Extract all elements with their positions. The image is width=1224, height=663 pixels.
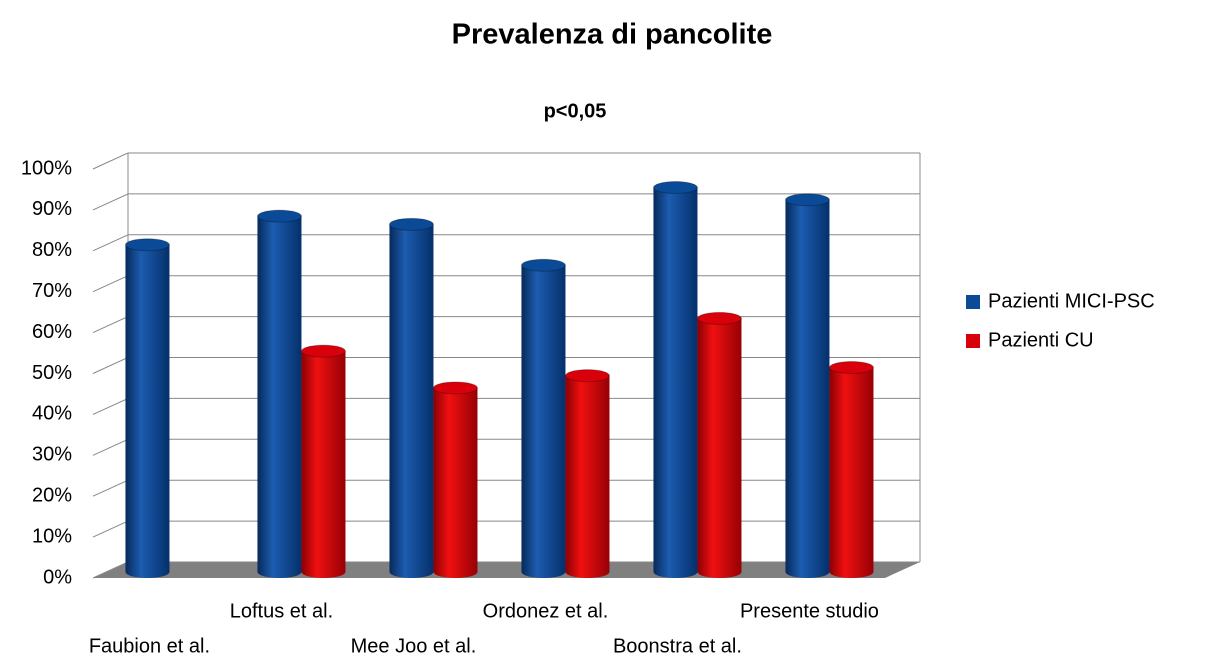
grid-line [92,193,129,211]
grid-line [92,275,129,293]
chart-subtitle: p<0,05 [544,100,607,122]
bar-top [432,381,478,395]
bar-top [300,344,346,358]
y-tick-label: 70% [32,280,72,302]
grid-line [92,561,129,579]
bar [257,216,302,573]
bar [565,375,610,572]
bar-top [564,369,610,383]
bar [521,265,566,572]
x-tick-label: Loftus et al. [230,600,333,622]
grid-line [92,316,129,334]
legend-swatch [966,334,980,348]
bar-top [652,181,698,195]
x-tick-label: Boonstra et al. [613,635,742,657]
x-tick-label: Presente studio [740,600,879,622]
legend-label: Pazienti MICI-PSC [988,290,1155,312]
bar-top [696,311,742,325]
grid-line [92,234,129,252]
grid-line [92,152,129,170]
y-tick-label: 60% [32,321,72,343]
legend-label: Pazienti CU [988,329,1094,351]
bar [301,351,346,572]
bar-top [124,238,170,252]
y-tick-label: 10% [32,525,72,547]
legend-swatch [966,295,980,309]
grid-line [92,479,129,497]
bar-top [520,258,566,272]
y-tick-label: 40% [32,403,72,425]
grid-line [92,520,129,538]
y-tick-label: 0% [43,566,72,588]
bar [433,387,478,572]
chart-title: Prevalenza di pancolite [452,19,773,51]
bar [653,187,698,573]
bar [389,224,434,572]
bar [785,199,830,572]
y-tick-label: 30% [32,444,72,466]
y-tick-label: 20% [32,484,72,506]
y-tick-label: 50% [32,362,72,384]
bar [829,367,874,572]
bar-top [784,193,830,207]
y-tick-label: 80% [32,239,72,261]
x-tick-label: Mee Joo et al. [351,635,477,657]
bar-top [256,209,302,223]
bar [125,244,170,573]
grid-line [92,357,129,374]
y-tick-label: 100% [21,157,72,179]
grid-line [92,397,129,415]
bar-top [828,361,874,374]
grid-line [92,438,129,456]
bar [697,318,742,572]
bar-top [388,217,434,231]
x-tick-label: Faubion et al. [89,635,210,657]
y-tick-label: 90% [32,198,72,220]
x-tick-label: Ordonez et al. [483,600,609,622]
